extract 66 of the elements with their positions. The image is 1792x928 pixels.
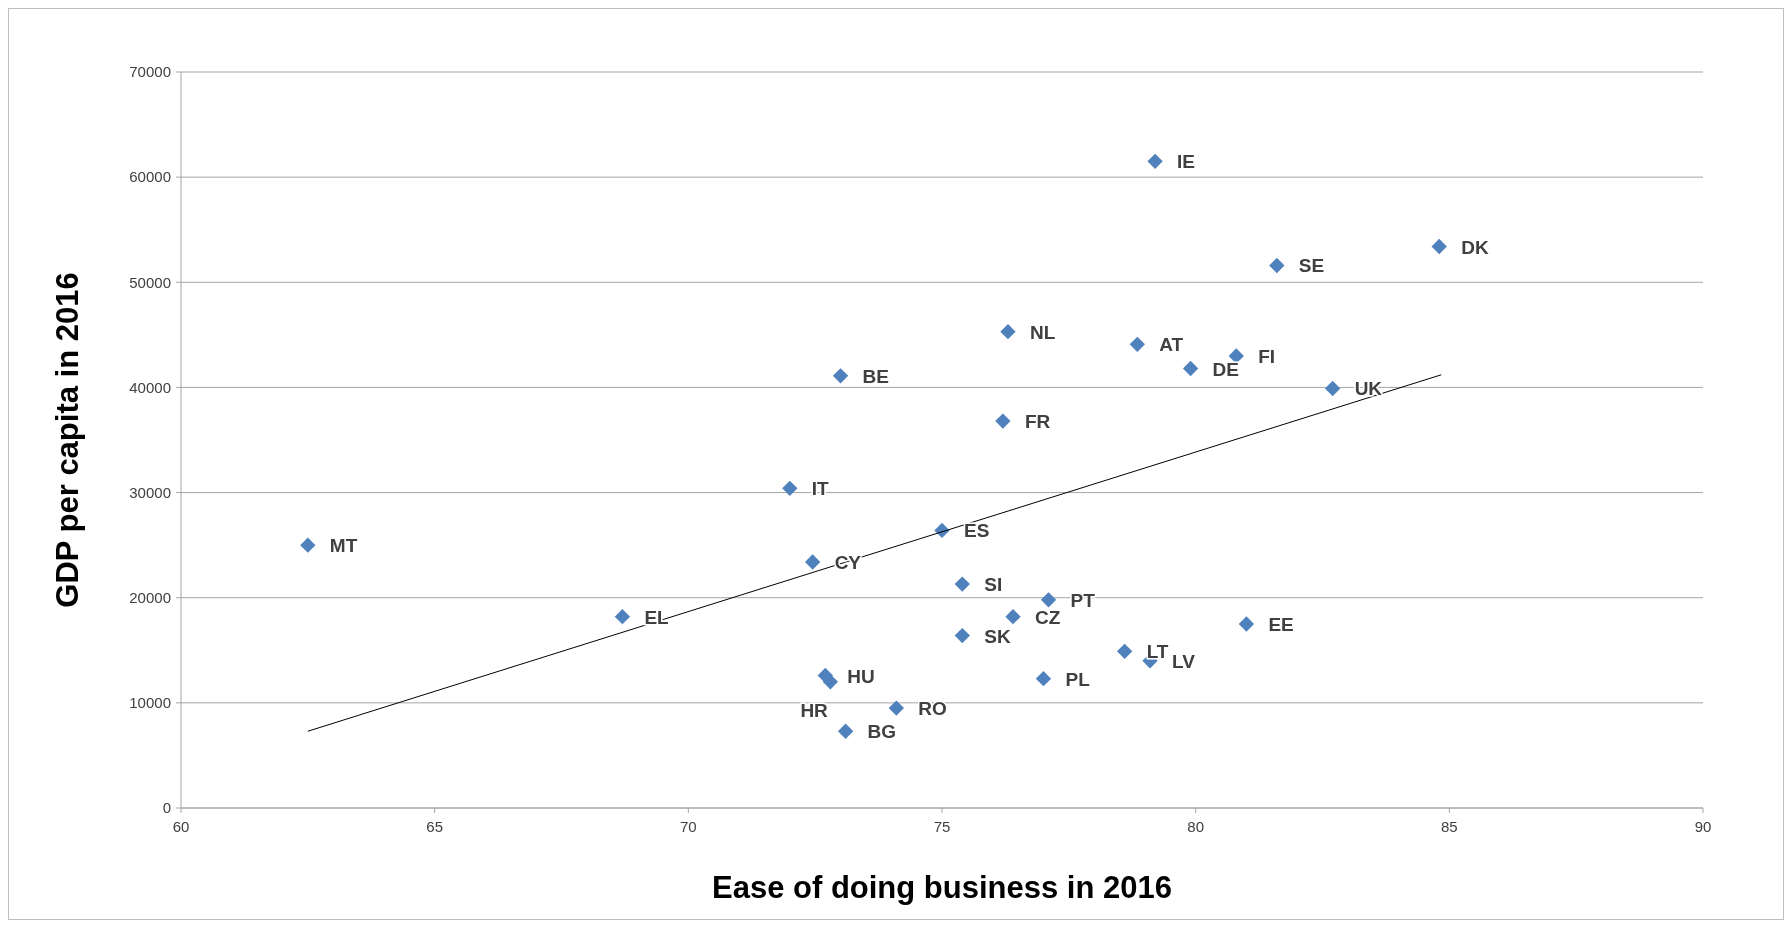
point	[1040, 592, 1057, 608]
point	[1431, 238, 1447, 255]
x-tick-label: 75	[933, 818, 951, 835]
x-tick-label: 60	[172, 818, 190, 835]
point	[954, 627, 970, 644]
annotation: LT	[1146, 641, 1169, 663]
x-tick-label: 65	[426, 818, 444, 835]
point	[1000, 324, 1016, 340]
point	[1238, 616, 1255, 632]
annotation: PT	[1070, 589, 1096, 611]
y-tick-label: 10000	[129, 694, 171, 712]
point	[1129, 336, 1145, 352]
point	[1324, 380, 1341, 397]
annotation: CZ	[1035, 606, 1061, 628]
annotation: BE	[862, 365, 889, 387]
annotation: BG	[867, 721, 897, 743]
annotation: DE	[1212, 358, 1239, 380]
point	[1228, 348, 1244, 364]
annotation: MT	[329, 535, 358, 557]
point	[300, 537, 316, 553]
point	[888, 700, 905, 716]
x-axis-title: Ease of doing business in 2016	[712, 870, 1172, 905]
annotation: SE	[1298, 255, 1325, 277]
annotation: AT	[1159, 334, 1184, 356]
point	[822, 674, 839, 690]
y-tick-label: 50000	[129, 273, 171, 291]
annotation: ES	[964, 520, 990, 542]
point	[782, 480, 798, 497]
annotation: EE	[1268, 614, 1294, 635]
annotation: HR	[800, 699, 829, 721]
point	[837, 723, 854, 739]
annotation: FR	[1024, 411, 1051, 433]
annotation: SK	[984, 625, 1011, 647]
x-tick-label: 90	[1694, 818, 1712, 835]
annotation: SI	[984, 574, 1003, 596]
x-tick-label: 70	[679, 818, 697, 835]
y-tick-label: 60000	[129, 168, 171, 186]
point	[1035, 671, 1052, 687]
y-tick-label: 40000	[129, 378, 171, 396]
annotation: IT	[811, 478, 830, 500]
annotation: IE	[1177, 151, 1196, 173]
point	[832, 368, 849, 384]
y-tick-label: 70000	[129, 63, 171, 81]
point	[804, 554, 821, 570]
y-tick-label: 20000	[129, 588, 171, 606]
point	[995, 413, 1011, 429]
y-tick-label: 0	[162, 799, 171, 817]
y-axis-title: GDP per capita in 2016	[50, 272, 85, 608]
annotation: LV	[1172, 650, 1196, 672]
point	[1269, 257, 1285, 274]
annotation: HU	[847, 665, 875, 687]
x-tick-label: 85	[1440, 818, 1458, 835]
point	[954, 576, 970, 592]
annotation: DK	[1461, 236, 1489, 258]
point	[614, 608, 631, 625]
annotation: RO	[918, 698, 947, 720]
annotation: NL	[1029, 321, 1056, 343]
annotation: FI	[1258, 345, 1276, 367]
annotation: PL	[1065, 668, 1091, 690]
point	[1005, 608, 1021, 625]
point	[1147, 153, 1163, 170]
x-tick-label: 80	[1187, 818, 1205, 835]
point	[1116, 643, 1133, 660]
point	[1182, 360, 1199, 377]
annotation: UK	[1354, 378, 1383, 400]
y-tick-label: 30000	[129, 483, 171, 501]
